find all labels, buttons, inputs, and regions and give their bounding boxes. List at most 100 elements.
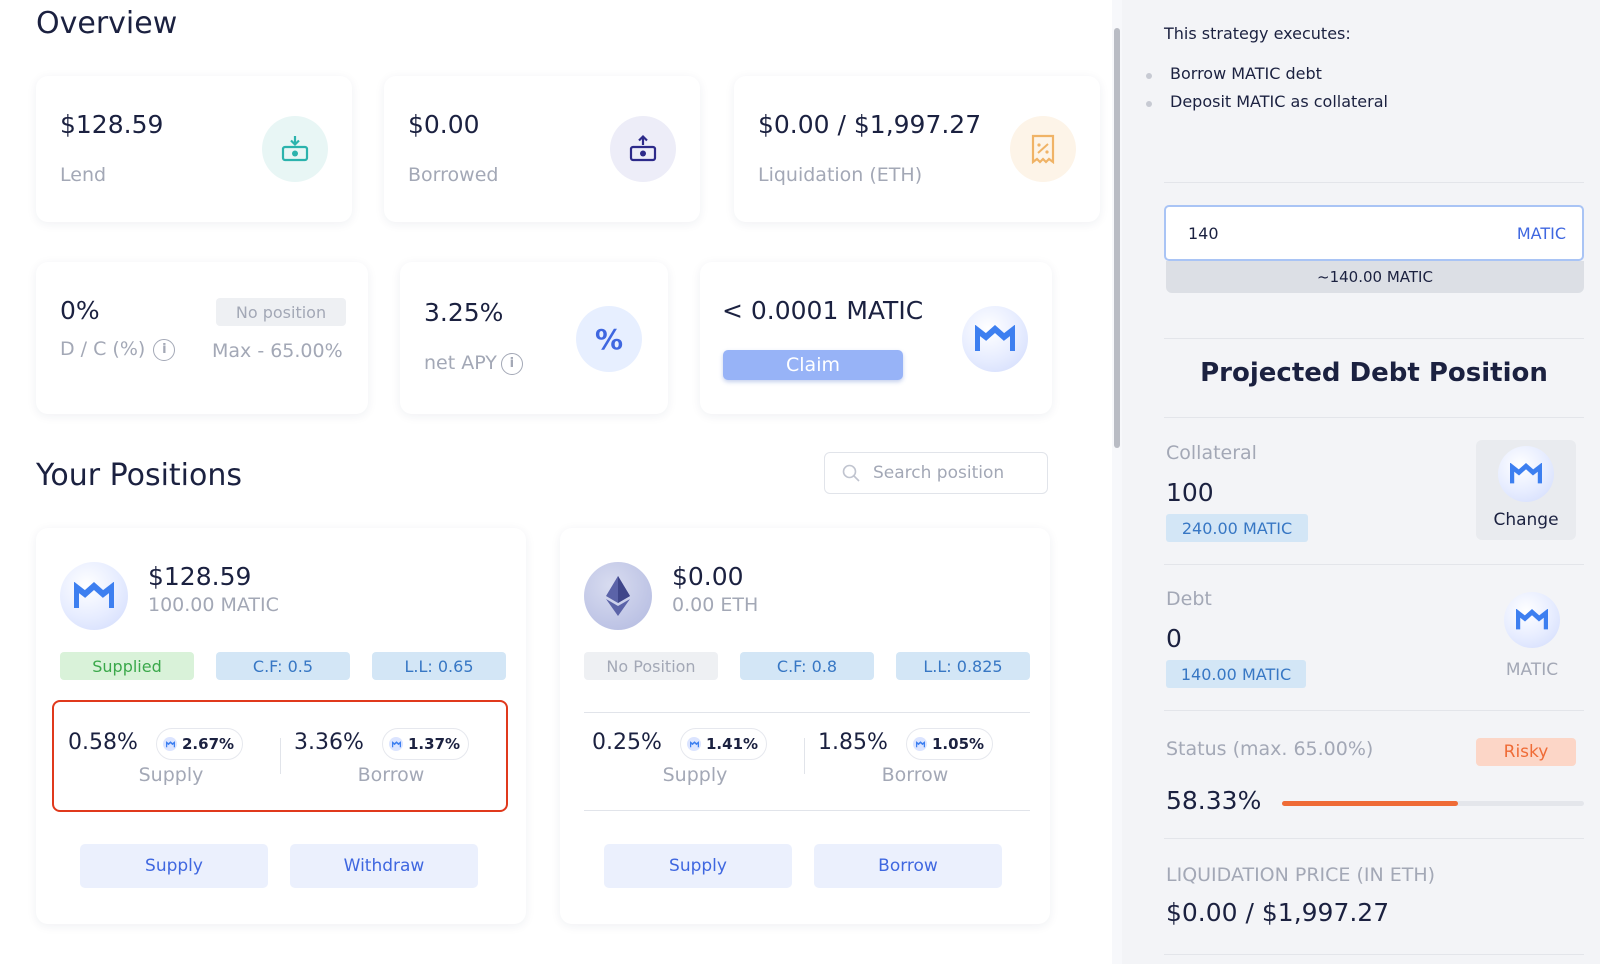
borrow-icon — [610, 116, 676, 182]
collateral-label: Collateral — [1166, 442, 1257, 464]
supply-label: Supply — [662, 764, 728, 786]
matic-icon — [60, 562, 128, 630]
lend-label: Lend — [60, 164, 107, 186]
matic-icon — [389, 737, 403, 751]
status-progress-bar — [1282, 801, 1584, 806]
position-amount: 0.00 ETH — [672, 594, 759, 616]
lend-icon — [262, 116, 328, 182]
status-progress-fill — [1282, 801, 1459, 806]
search-icon — [842, 464, 860, 482]
debt-token: MATIC — [1505, 660, 1559, 680]
cf-badge: C.F: 0.5 — [216, 652, 350, 680]
info-icon[interactable]: i — [500, 352, 523, 375]
dc-value: 0% — [60, 296, 100, 325]
position-amount: 100.00 MATIC — [148, 594, 279, 616]
divider — [584, 810, 1030, 811]
status-badge: No Position — [584, 652, 718, 680]
supply-reward-badge: 2.67% — [156, 728, 244, 760]
matic-icon — [962, 306, 1028, 372]
no-position-badge: No position — [216, 298, 346, 326]
amount-field[interactable]: MATIC — [1164, 205, 1584, 261]
projected-title: Projected Debt Position — [1200, 358, 1548, 388]
divider — [280, 738, 281, 774]
search-input[interactable] — [873, 463, 1033, 483]
main-panel: Overview $128.59 Lend $0.00 Borrowed $0.… — [36, 6, 1100, 924]
position-card-matic: $128.59 100.00 MATIC Supplied C.F: 0.5 L… — [36, 528, 526, 924]
borrow-rate: 3.36% 1.37% Borrow — [294, 722, 504, 792]
ll-badge: L.L: 0.825 — [896, 652, 1030, 680]
supply-button[interactable]: Supply — [80, 844, 268, 888]
debt-label: Debt — [1166, 588, 1212, 610]
lend-card: $128.59 Lend — [36, 76, 352, 222]
status-value: 58.33% — [1166, 786, 1262, 815]
claim-button[interactable]: Claim — [723, 350, 903, 380]
divider — [1164, 954, 1584, 955]
divider — [1164, 417, 1584, 418]
position-card-eth: $0.00 0.00 ETH No Position C.F: 0.8 L.L:… — [560, 528, 1050, 924]
matic-icon — [913, 737, 927, 751]
rates-panel: 0.25% 1.41% Supply 1.85% 1.05% Borrow — [582, 700, 1028, 808]
change-collateral-button[interactable]: Change — [1476, 440, 1576, 540]
borrowed-label: Borrowed — [408, 164, 499, 186]
highlight-box — [52, 700, 508, 812]
divider — [1164, 838, 1584, 839]
liquidation-card: $0.00 / $1,997.27 Liquidation (ETH) — [734, 76, 1100, 222]
rewards-card: < 0.0001 MATIC — [700, 262, 1052, 414]
supply-button[interactable]: Supply — [604, 844, 792, 888]
matic-icon — [1504, 592, 1560, 648]
position-value: $0.00 — [672, 562, 744, 591]
lend-value: $128.59 — [60, 110, 164, 139]
positions-title: Your Positions — [36, 458, 243, 493]
dc-label-row: D / C (%) i — [60, 338, 176, 361]
apy-card: 3.25% net APY i % — [400, 262, 668, 414]
borrow-reward-badge: 1.37% — [382, 728, 470, 760]
liquidation-value: $0.00 / $1,997.27 — [758, 110, 982, 139]
liquidation-price-label: LIQUIDATION PRICE (IN ETH) — [1166, 864, 1436, 886]
position-value: $128.59 — [148, 562, 252, 591]
matic-icon — [1498, 446, 1554, 502]
apy-value: 3.25% — [424, 298, 504, 327]
matic-icon — [687, 737, 701, 751]
apy-label: net APY — [424, 352, 497, 374]
risk-badge: Risky — [1476, 738, 1576, 766]
debt-value: 0 — [1166, 624, 1182, 653]
liquidation-price-value: $0.00 / $1,997.27 — [1166, 898, 1390, 927]
info-icon[interactable]: i — [153, 338, 176, 361]
divider — [1164, 564, 1584, 565]
amount-input[interactable] — [1188, 223, 1517, 243]
dc-max: Max - 65.00% — [212, 340, 343, 362]
strategy-step: Deposit MATIC as collateral — [1146, 92, 1388, 111]
ethereum-icon — [584, 562, 652, 630]
withdraw-button[interactable]: Withdraw — [290, 844, 478, 888]
cf-badge: C.F: 0.8 — [740, 652, 874, 680]
liquidation-label: Liquidation (ETH) — [758, 164, 923, 186]
borrowed-card: $0.00 Borrowed — [384, 76, 700, 222]
scrollbar[interactable] — [1114, 28, 1120, 448]
search-box[interactable] — [824, 452, 1048, 494]
ll-badge: L.L: 0.65 — [372, 652, 506, 680]
amount-unit: MATIC — [1516, 223, 1566, 243]
borrow-button[interactable]: Borrow — [814, 844, 1002, 888]
matic-icon — [163, 737, 177, 751]
status-badge: Supplied — [60, 652, 194, 680]
rates-panel: 0.58% 2.67% Supply 3.36% 1.37% Borrow — [58, 700, 504, 808]
change-label: Change — [1493, 510, 1559, 530]
dc-label: D / C (%) — [60, 338, 146, 360]
status-label: Status (max. 65.00%) — [1166, 738, 1374, 760]
divider — [1164, 710, 1584, 711]
divider — [584, 712, 1030, 713]
borrow-reward-badge: 1.05% — [906, 728, 994, 760]
page-title: Overview — [36, 6, 178, 41]
rewards-value: < 0.0001 MATIC — [722, 296, 924, 325]
collateral-value: 100 — [1166, 478, 1214, 507]
borrow-label: Borrow — [357, 764, 425, 786]
strategy-title: This strategy executes: — [1164, 24, 1351, 43]
strategy-step: Borrow MATIC debt — [1146, 64, 1322, 83]
apy-label-row: net APY i — [424, 352, 523, 375]
supply-rate: 0.25% 1.41% Supply — [590, 722, 800, 792]
divider — [1164, 182, 1584, 183]
borrow-label: Borrow — [881, 764, 949, 786]
percent-icon: % — [576, 306, 642, 372]
collateral-tag: 240.00 MATIC — [1166, 514, 1308, 542]
supply-label: Supply — [138, 764, 204, 786]
